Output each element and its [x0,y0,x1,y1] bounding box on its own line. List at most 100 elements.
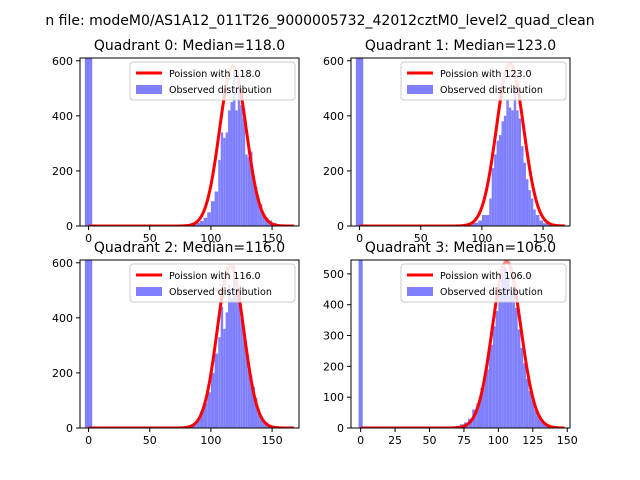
legend: Poission with 123.0 Observed distribution [400,61,567,101]
histogram-bar [242,118,246,226]
histogram-bar [235,290,238,428]
histogram-bar [478,220,482,226]
y-tick-label: 100 [323,391,344,404]
histogram-bar [485,214,490,226]
histogram-bar [523,162,526,226]
x-tick-label: 150 [557,434,578,447]
histogram-bar [210,372,215,428]
histogram-bar [518,118,522,226]
histogram-bar [501,121,504,226]
histogram-bar [228,284,231,428]
histogram-bar [218,159,221,226]
legend-box [129,61,296,101]
axes-frame [350,259,571,429]
histogram-bar [513,88,517,226]
histogram-bar [240,104,243,226]
subplot-quadrant-0: Quadrant 0: Median=118.0 0 50 100 150 0 200 400… [52,38,300,245]
legend: Poission with 106.0 Observed distribution [400,263,567,303]
histogram-bar [501,273,504,428]
histogram-bar [203,217,208,226]
x-tick-label: 75 [457,434,471,447]
x-tick-label: 25 [388,434,402,447]
histogram-bar [214,191,219,226]
histogram-bar [358,260,363,428]
legend-curve-label: Poission with 116.0 [169,271,261,282]
subplot-title: Quadrant 1: Median=123.0 [365,38,556,54]
histogram-bar [214,353,219,428]
histogram-bar [196,419,200,428]
histogram-bar [484,369,489,428]
histogram [355,58,561,226]
x-tick-label: 50 [414,232,428,245]
histogram-bar [240,317,243,428]
y-tick-label: 200 [323,360,344,373]
y-tick-label: 400 [323,110,344,123]
legend: Poission with 116.0 Observed distribution [129,263,296,303]
subplot-quadrant-1: Quadrant 1: Median=123.0 0 50 100 150 0 200 400… [323,38,571,245]
histogram-bar [474,222,479,226]
histogram-bar [223,328,226,428]
histogram-bar [220,306,224,428]
axes-frame [350,57,571,227]
histogram-bar [543,223,548,226]
subplots: Quadrant 0: Median=118.0 0 50 100 150 0 200 400… [52,38,578,447]
y-tick-label: 600 [52,257,73,270]
y-tick-label: 0 [337,220,344,233]
poisson-curve [87,264,295,428]
axes-frame [79,259,300,429]
histogram-bar [232,265,236,428]
x-tick-label: 100 [200,434,221,447]
histogram-bar [84,260,93,428]
histogram-bar [218,337,221,428]
histogram-bar [512,292,515,428]
y-tick-label: 200 [52,367,73,380]
subplot-title: Quadrant 0: Median=118.0 [94,38,285,54]
histogram [358,260,562,428]
histogram-bar [476,403,481,428]
histogram-bar [262,419,265,428]
y-tick-label: 600 [323,55,344,68]
histogram-bar [541,421,546,428]
histogram-bar [535,214,540,226]
histogram-bar [250,375,253,428]
subplot-quadrant-2: Quadrant 2: Median=116.0 0 50 100 150 0 200 400… [52,240,300,447]
histogram-bar [489,198,492,226]
histogram-bar [257,198,260,226]
histogram-bar [495,310,499,428]
histogram-bar [491,168,495,226]
histogram-bar [488,344,493,428]
histogram-bar [247,370,251,428]
histogram [84,260,282,428]
histogram-bar [257,408,260,428]
histogram-bar [511,110,514,226]
histogram-bar [237,82,241,226]
legend-curve-label: Poission with 123.0 [440,69,532,80]
y-tick-label: 0 [337,422,344,435]
x-tick-label: 50 [143,232,157,245]
x-tick-label: 100 [488,434,509,447]
legend-hist-swatch [136,287,162,296]
legend-curve-label: Poission with 118.0 [169,69,261,80]
histogram-bar [223,137,226,226]
poisson-curve [87,64,295,226]
histogram-bar [235,110,238,226]
y-tick-label: 400 [323,299,344,312]
poisson-curve [359,260,566,428]
histogram-bar [196,222,200,226]
histogram-bar [520,347,524,428]
subplot-title: Quadrant 2: Median=116.0 [94,240,285,256]
histogram-bar [528,391,532,428]
subplot-quadrant-3: Quadrant 3: Median=106.0 0 25 50 75 100 125 150… [323,240,578,447]
legend-hist-label: Observed distribution [169,85,272,96]
histogram-bar [534,409,537,428]
x-tick-label: 100 [200,232,221,245]
histogram-bar [259,203,263,226]
x-tick-label: 50 [423,434,437,447]
histogram-bar [245,154,248,226]
histogram-bar [355,58,364,226]
histogram-bar [230,298,233,428]
x-tick-label: 0 [356,232,363,245]
histogram-bar [496,140,500,226]
histogram-bar [225,312,229,428]
